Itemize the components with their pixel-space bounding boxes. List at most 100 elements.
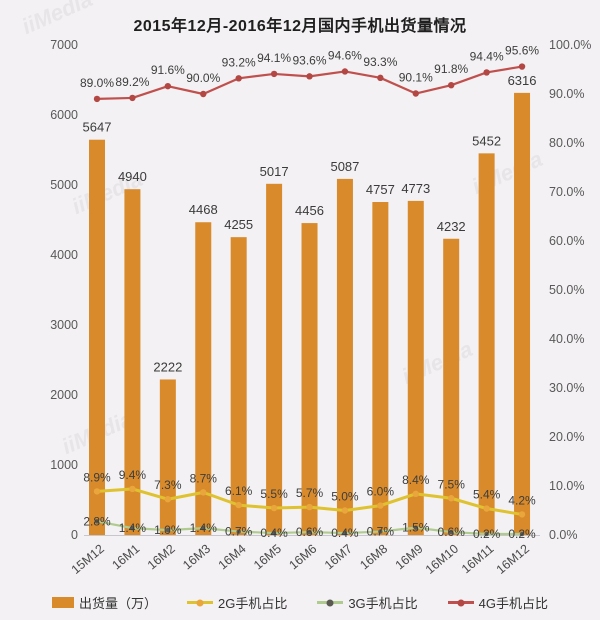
shipment-bar [336,178,353,535]
percent-label: 2.8% [83,514,111,528]
bar-value-label: 5017 [260,164,289,179]
line-marker [377,502,384,509]
shipment-bar [301,223,318,535]
percent-label: 8.7% [190,471,218,485]
percent-label: 6.1% [225,484,253,498]
percent-label: 8.9% [83,470,111,484]
bar-value-label: 4468 [189,202,218,217]
percent-label: 9.4% [119,468,147,482]
shipment-bar [124,189,141,535]
bar-value-label: 5087 [330,159,359,174]
bar-value-label: 6316 [508,73,537,88]
line-marker [164,82,172,90]
line-marker [483,505,490,512]
line-marker [93,488,101,495]
shipment-bar [89,139,105,535]
percent-label: 90.0% [186,71,220,85]
percent-label: 93.6% [293,53,327,67]
legend-item-2g: 2G手机占比 [186,593,288,612]
shipment-bar [159,379,176,535]
bar-value-label: 4255 [224,217,253,232]
line-marker [129,485,136,493]
line-marker [236,529,241,534]
right-axis-tick-label: 30.0% [549,381,584,395]
percent-label: 94.1% [257,51,291,65]
category-label: 16M2 [145,542,178,573]
line-marker [235,501,242,509]
line-marker [342,530,348,536]
line-marker [306,73,313,80]
legend-label-2g: 2G手机占比 [217,596,288,611]
percent-label: 0.7% [367,525,395,539]
line-marker [378,529,383,534]
percent-label: 0.2% [473,527,501,541]
3g-line-swatch-icon [317,599,344,606]
left-axis-tick-label: 6000 [50,108,78,122]
category-label: 16M9 [393,542,426,573]
percent-label: 0.2% [508,527,536,541]
right-axis-tick-label: 100.0% [549,38,591,52]
line-marker [94,519,100,524]
category-label: 16M4 [216,542,249,573]
line-marker [412,490,419,498]
percent-label: 5.0% [331,490,359,504]
legend-label-shipments: 出货量（万） [78,596,157,611]
percent-label: 91.6% [151,63,185,77]
legend-label-3g: 3G手机占比 [348,596,418,611]
line-marker [518,511,526,518]
percent-label: 89.2% [115,75,149,89]
line-marker [448,495,455,502]
percent-label: 0.6% [438,525,466,539]
line-marker [484,531,489,537]
category-label: 16M1 [109,542,142,573]
category-label: 16M8 [357,542,390,573]
bar-value-label: 4940 [118,169,147,184]
shipment-bar [443,238,460,535]
line-marker [448,81,455,89]
right-axis-tick-label: 80.0% [549,136,584,150]
line-marker [271,530,277,536]
shipment-bar [195,222,212,536]
line-marker [93,95,101,103]
shipment-bar [514,92,531,535]
left-axis-tick-label: 4000 [50,248,78,262]
right-axis-tick-label: 40.0% [549,332,584,346]
line-marker [341,68,349,75]
line-marker [483,69,490,76]
percent-label: 1.4% [190,521,218,535]
percent-label: 93.2% [222,55,256,69]
percent-label: 0.6% [296,525,324,539]
shipments-bar-swatch-icon [51,597,74,608]
bar-value-label: 2222 [153,359,182,374]
line-marker [518,63,526,70]
legend-label-4g: 4G手机占比 [478,596,549,611]
line-marker [307,529,312,535]
category-label: 16M6 [286,542,319,573]
left-axis-tick-label: 7000 [50,38,78,52]
right-axis-tick-label: 90.0% [549,87,584,101]
percent-label: 5.4% [473,488,501,502]
line-marker [306,503,313,511]
right-axis-tick-label: 0.0% [549,528,578,542]
4g-line-swatch-icon [447,599,474,606]
category-label: 16M3 [180,542,213,573]
percent-label: 8.4% [402,473,430,487]
line-marker [130,525,135,531]
percent-label: 1.4% [119,521,147,535]
bar-value-label: 4757 [366,182,395,197]
left-axis-tick-label: 2000 [50,388,78,402]
line-marker [377,74,384,82]
percent-label: 7.3% [154,478,182,492]
percent-label: 94.6% [328,48,362,62]
category-label: 15M12 [69,542,107,577]
left-axis-tick-label: 0 [71,528,78,542]
line-marker [270,70,278,78]
right-axis-tick-label: 50.0% [549,283,584,297]
percent-label: 90.1% [399,71,433,85]
category-label: 16M12 [494,542,532,577]
right-axis-tick-label: 70.0% [549,185,584,199]
percent-label: 1.5% [402,521,430,535]
line-marker [164,496,172,503]
category-label: 16M7 [322,542,355,573]
